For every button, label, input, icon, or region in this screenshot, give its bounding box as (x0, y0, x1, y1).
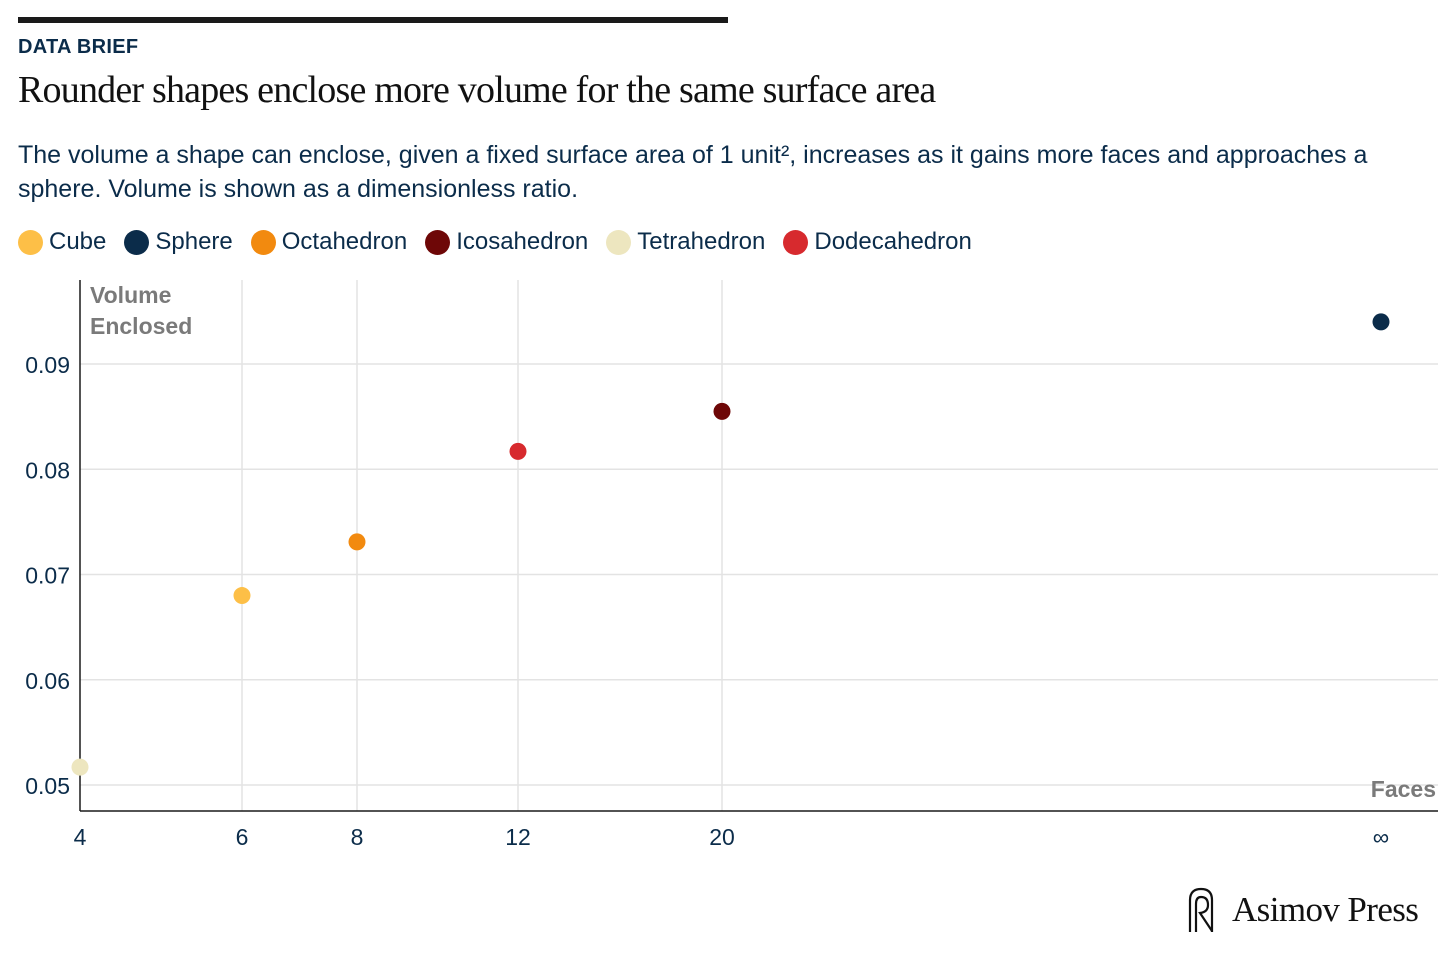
legend-label: Dodecahedron (814, 228, 972, 255)
data-point-octahedron: Octahedron: 0.0731 (348, 533, 366, 551)
top-rule (18, 17, 728, 23)
brand-logo: Asimov Press (1184, 886, 1419, 934)
legend-label: Octahedron (281, 228, 408, 255)
data-point-sphere: Sphere: 0.094 (1372, 313, 1390, 331)
legend-label: Cube (49, 228, 107, 255)
x-tick-label: 6 (236, 824, 249, 850)
chart-subtitle: The volume a shape can enclose, given a … (18, 141, 1368, 203)
data-point-cube: Cube: 0.068 (233, 587, 251, 605)
brand-name: Asimov Press (1232, 890, 1419, 929)
y-axis-title: Volume (90, 282, 171, 308)
data-point-dodecahedron: Dodecahedron: 0.0817 (509, 442, 527, 460)
legend-item-icosahedron: Icosahedron (425, 228, 588, 256)
y-tick-label: 0.05 (25, 773, 70, 799)
y-axis-title: Enclosed (90, 313, 192, 339)
legend-swatch (783, 229, 809, 255)
x-tick-label: 4 (74, 824, 87, 850)
kicker-label: DATA BRIEF (18, 36, 139, 58)
data-point-icosahedron: Icosahedron: 0.0855 (713, 402, 731, 420)
y-tick-label: 0.09 (25, 352, 70, 378)
legend-swatch (250, 229, 276, 255)
x-axis-title: Faces (1371, 776, 1436, 802)
y-tick-label: 0.07 (25, 563, 70, 589)
asimov-logo-icon (1188, 887, 1214, 932)
x-tick-label: 20 (709, 824, 735, 850)
x-tick-label: ∞ (1373, 824, 1389, 850)
x-tick-label: 12 (505, 824, 531, 850)
chart-title: Rounder shapes enclose more volume for t… (18, 69, 936, 111)
legend-item-cube: Cube (18, 228, 106, 256)
y-tick-label: 0.06 (25, 668, 70, 694)
x-tick-label: 8 (351, 824, 364, 850)
legend-swatch (425, 229, 451, 255)
y-tick-label: 0.08 (25, 457, 70, 483)
legend-label: Tetrahedron (637, 228, 766, 255)
legend-swatch (18, 229, 43, 255)
legend-item-tetrahedron: Tetrahedron (606, 228, 765, 256)
legend-label: Sphere (155, 228, 233, 255)
legend: Cube Sphere Octahedron Icosahedron Tetra… (18, 228, 990, 256)
legend-swatch (606, 229, 632, 255)
legend-label: Icosahedron (456, 228, 589, 255)
legend-swatch (124, 229, 150, 255)
legend-item-octahedron: Octahedron (250, 228, 408, 256)
data-point-tetrahedron: Tetrahedron: 0.0517 (71, 758, 89, 776)
legend-item-dodecahedron: Dodecahedron (783, 228, 972, 256)
legend-item-sphere: Sphere (124, 228, 233, 256)
